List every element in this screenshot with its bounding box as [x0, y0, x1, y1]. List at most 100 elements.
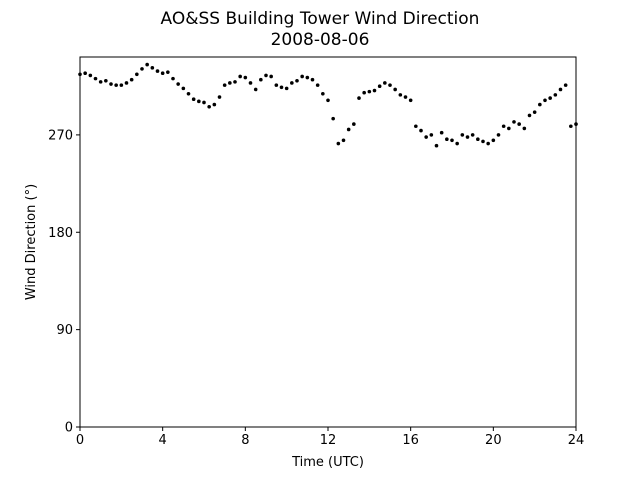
data-point — [315, 83, 320, 87]
data-point — [83, 71, 87, 76]
data-point — [124, 81, 129, 85]
data-point — [284, 86, 289, 91]
data-point — [512, 120, 516, 124]
data-point — [290, 81, 294, 85]
data-point — [465, 135, 470, 139]
data-point — [331, 116, 335, 121]
x-tick-label: 20 — [485, 433, 502, 448]
x-tick-label: 12 — [320, 433, 337, 448]
data-point — [197, 99, 201, 104]
data-point — [450, 138, 454, 143]
x-axis-label: Time (UTC) — [291, 455, 364, 470]
data-point — [476, 137, 480, 142]
data-point — [538, 102, 542, 107]
data-point — [98, 80, 103, 84]
data-point — [248, 81, 253, 85]
data-point — [507, 126, 511, 131]
data-point — [228, 81, 232, 85]
data-point — [367, 89, 372, 94]
plot-frame — [79, 56, 577, 428]
data-point — [346, 127, 351, 132]
data-point — [140, 67, 144, 71]
data-point — [517, 122, 521, 126]
data-point — [527, 113, 532, 118]
data-point — [486, 141, 490, 146]
data-point — [259, 77, 263, 82]
data-point — [501, 124, 506, 129]
data-point — [408, 98, 413, 103]
data-point — [238, 74, 242, 79]
data-point — [171, 76, 175, 81]
data-point — [434, 143, 439, 148]
data-point — [269, 74, 273, 79]
data-point — [460, 133, 465, 137]
data-point — [398, 93, 403, 97]
data-point — [279, 85, 284, 90]
data-point — [470, 133, 475, 137]
data-point — [481, 139, 485, 144]
data-point — [104, 79, 108, 83]
data-point — [522, 126, 527, 131]
data-point — [352, 122, 356, 126]
y-tick-label: 180 — [48, 226, 73, 241]
data-point — [176, 82, 180, 86]
data-point — [403, 95, 408, 99]
data-point — [455, 141, 459, 146]
data-point — [207, 104, 211, 109]
data-point — [253, 87, 258, 92]
data-point — [155, 69, 160, 73]
data-point — [424, 135, 428, 139]
data-point — [305, 75, 310, 80]
data-point — [336, 141, 341, 146]
x-tick-label: 4 — [159, 433, 167, 448]
data-point — [357, 96, 361, 100]
data-point — [191, 97, 196, 101]
data-point — [548, 96, 552, 100]
chart-subtitle: 2008-08-06 — [271, 30, 370, 50]
data-point — [135, 72, 139, 77]
x-tick-label: 24 — [568, 433, 585, 448]
data-point — [419, 128, 423, 133]
data-point — [114, 83, 118, 87]
data-point — [491, 138, 496, 143]
data-point — [553, 93, 558, 97]
y-tick-label: 270 — [48, 128, 73, 143]
data-point — [295, 79, 299, 83]
data-point — [129, 77, 134, 82]
data-point — [186, 91, 191, 96]
data-point — [341, 138, 346, 143]
data-point — [532, 110, 537, 114]
data-point — [377, 84, 382, 89]
data-point — [326, 98, 330, 103]
data-point — [243, 75, 248, 80]
data-point — [233, 80, 237, 84]
data-point — [119, 83, 124, 87]
y-tick-label: 0 — [65, 421, 73, 436]
data-point — [93, 76, 98, 81]
data-point — [181, 86, 186, 91]
data-point — [321, 91, 325, 96]
data-point — [439, 130, 444, 135]
x-tick-label: 0 — [76, 433, 84, 448]
data-point — [362, 90, 366, 95]
data-point — [166, 70, 170, 74]
data-point — [372, 88, 377, 93]
data-point — [569, 124, 573, 129]
data-point — [310, 77, 315, 82]
data-point — [88, 73, 93, 78]
data-point — [563, 83, 568, 87]
data-point — [202, 100, 206, 105]
y-tick-label: 90 — [56, 323, 73, 338]
data-point — [274, 83, 279, 87]
data-point — [217, 95, 222, 99]
data-point — [414, 124, 418, 129]
data-point — [212, 102, 217, 107]
data-point — [393, 87, 397, 92]
data-point — [383, 81, 387, 85]
x-tick-label: 16 — [402, 433, 419, 448]
data-point — [264, 73, 268, 78]
data-point — [558, 87, 563, 92]
y-axis-label: Wind Direction (°) — [24, 184, 39, 300]
